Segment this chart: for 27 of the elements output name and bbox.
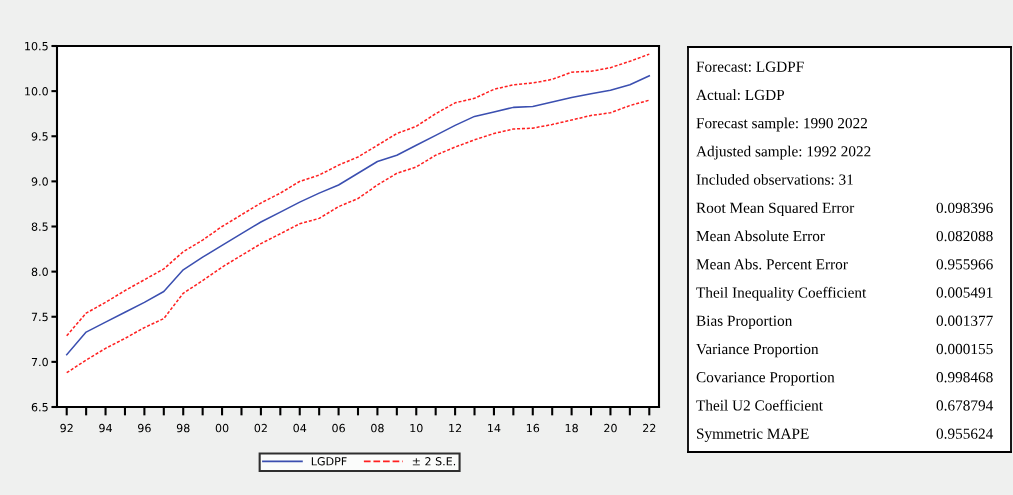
y-tick-label: 6.5 [31,402,48,412]
x-tick-label: 96 [138,423,151,433]
x-tick-label: 04 [293,423,307,433]
x-tick-label: 18 [565,423,578,433]
legend-label: LGDPF [311,457,347,466]
x-tick-label: 16 [526,423,540,433]
x-tick-label: 10 [410,423,423,433]
x-tick-label: 20 [604,423,617,433]
x-tick-label: 14 [488,424,501,433]
x-tick-label: 12 [449,423,462,433]
x-tick-label: 94 [99,423,112,433]
legend-label: ± 2 S.E. [412,457,456,466]
x-tick-label: 02 [254,423,267,433]
y-tick-label: 7.5 [31,312,48,322]
y-tick-label: 7.0 [31,357,48,367]
y-tick-label: 10.5 [25,41,48,51]
x-tick-label: 06 [332,423,345,433]
x-tick-label: 00 [215,423,229,433]
y-tick-label: 9.0 [31,177,48,186]
y-tick-label: 8.0 [31,267,48,276]
x-tick-label: 08 [371,423,384,433]
x-tick-label: 22 [643,423,656,433]
y-tick-label: 10.0 [25,87,48,96]
y-tick-label: 8.5 [31,222,48,231]
y-tick-label: 9.5 [31,132,48,141]
x-tick-label: 98 [176,423,190,433]
x-tick-label: 92 [60,423,73,433]
